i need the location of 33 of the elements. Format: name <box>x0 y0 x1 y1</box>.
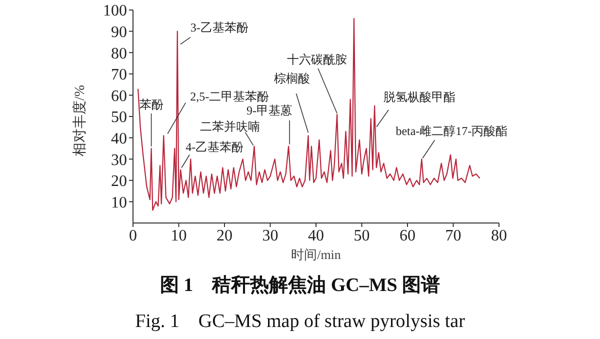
x-axis-title: 时间/min <box>290 246 342 264</box>
x-tick-label: 60 <box>400 227 416 244</box>
annotation: 4-乙基苯酚 <box>186 140 244 154</box>
annotation: 9-甲基蒽 <box>246 103 293 118</box>
y-tick-label: 100 <box>103 2 127 20</box>
y-tick-label: 60 <box>111 88 127 105</box>
x-tick-label: 80 <box>491 227 507 244</box>
text: 图 1 秸秆热解焦油 GC–MS 图谱 <box>158 274 442 298</box>
x-tick-label: 0 <box>129 227 137 244</box>
annotation: 2,5-二甲基苯酚 <box>190 90 270 104</box>
y-axis-title: 相对丰度/% <box>72 84 88 156</box>
annotation: 脱氢枞酸甲酯 <box>384 90 456 104</box>
y-tick-label: 90 <box>111 24 127 41</box>
x-tick-label: 20 <box>216 227 232 244</box>
y-tick-label: 10 <box>111 194 127 212</box>
annotation: 十六碳酰胺 <box>287 52 348 66</box>
text: Fig. 1 GC–MS map of straw pyrolysis tar <box>134 310 466 334</box>
y-tick-label: 50 <box>111 109 127 126</box>
x-tick-label: 10 <box>170 227 187 244</box>
annotation: 3-乙基苯酚 <box>190 20 248 34</box>
x-tick-label: 50 <box>354 227 370 244</box>
annotation: beta-雌二醇17-丙酸酯 <box>396 124 508 138</box>
annotation: 棕榈酸 <box>274 72 310 86</box>
x-tick-label: 70 <box>445 227 462 244</box>
y-tick-label: 70 <box>111 66 127 84</box>
x-tick-label: 40 <box>308 227 324 244</box>
annotation: 二苯并呋喃 <box>200 119 260 134</box>
annotation: 苯酚 <box>139 97 164 112</box>
x-tick-label: 30 <box>262 227 278 244</box>
y-tick-label: 20 <box>111 173 127 190</box>
y-tick-label: 80 <box>111 45 127 62</box>
y-tick-label: 40 <box>111 130 127 148</box>
y-tick-label: 30 <box>111 152 127 169</box>
